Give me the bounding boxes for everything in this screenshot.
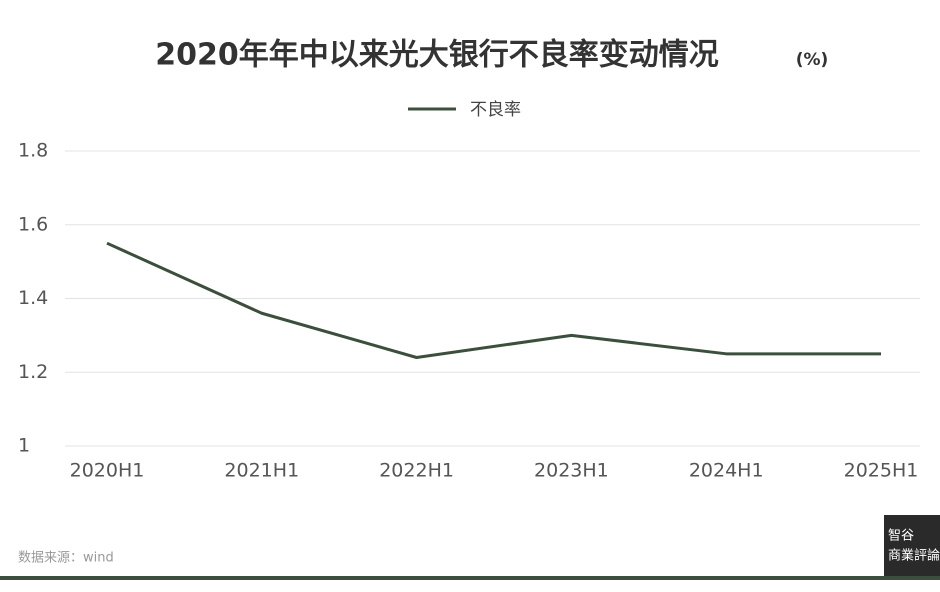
chart-unit: (%) <box>796 50 829 70</box>
y-tick-label: 1.4 <box>18 287 48 309</box>
y-tick-label: 1.8 <box>18 140 48 162</box>
y-tick-label: 1 <box>18 435 30 457</box>
y-tick-label: 1.2 <box>18 361 48 383</box>
y-tick-label: 1.6 <box>18 213 48 235</box>
logo-text: 商業評論 <box>888 548 940 564</box>
x-tick-label: 2020H1 <box>70 460 145 482</box>
logo-box <box>884 515 940 577</box>
bottom-rule <box>0 576 940 580</box>
x-tick-label: 2021H1 <box>224 460 299 482</box>
line <box>106 241 881 359</box>
logo-text: 智谷 <box>888 529 914 544</box>
source: 数据来源：wind <box>18 551 114 566</box>
x-tick-label: 2025H1 <box>844 460 919 482</box>
chart-title: 2020年年中以来光大银行不良率变动情况 <box>155 38 719 73</box>
x-tick-label: 2022H1 <box>379 460 454 482</box>
x-tick-label: 2023H1 <box>534 460 609 482</box>
x-tick-label: 2024H1 <box>689 460 764 482</box>
legend-label: 不良率 <box>470 100 521 120</box>
